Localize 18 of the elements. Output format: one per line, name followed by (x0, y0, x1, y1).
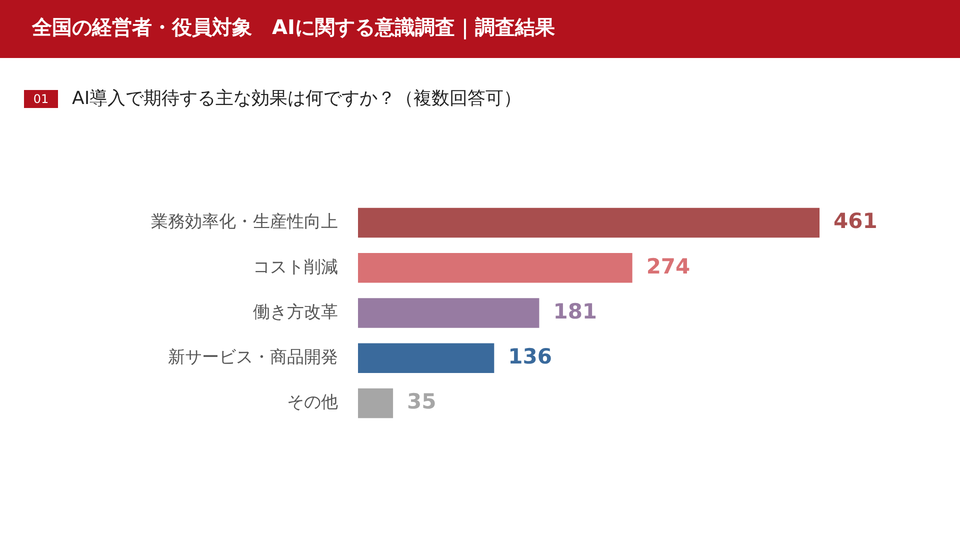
y-tick-label: 新サービス・商品開発 (168, 348, 338, 368)
y-tick-label: 働き方改革 (253, 302, 338, 322)
bar (358, 343, 494, 374)
bar (358, 298, 540, 328)
data-label: 274 (646, 254, 690, 278)
bar (358, 252, 632, 283)
chart-subtitle: AI導入で期待する主な効果は何ですか？（複数回答可） (72, 87, 522, 110)
bar (358, 208, 820, 238)
bar (358, 388, 394, 418)
data-label: 461 (834, 209, 878, 234)
data-label: 35 (407, 390, 436, 414)
chart-title: 全国の経営者・役員対象 AIに関する意識調査｜調査結果 (32, 14, 555, 41)
y-tick-label: コスト削減 (253, 257, 338, 278)
data-label: 136 (508, 344, 552, 369)
text: 01 (24, 90, 58, 108)
y-tick-label: 業務効率化・生産性向上 (151, 212, 338, 232)
data-label: 181 (553, 299, 598, 324)
y-tick-label: その他 (287, 392, 338, 413)
